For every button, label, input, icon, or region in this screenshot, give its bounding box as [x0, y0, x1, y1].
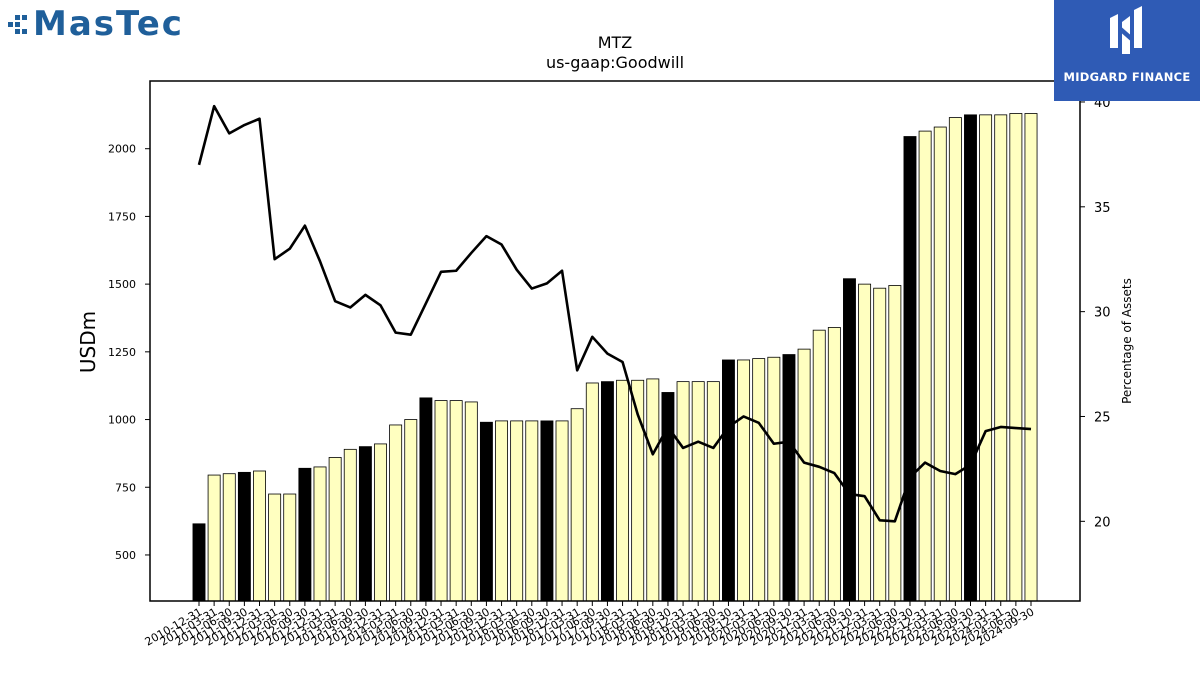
bar-2021-09-30: [843, 278, 856, 602]
percentage-of-assets-line: [197, 104, 1032, 523]
bar-2023-06-30: [948, 117, 962, 602]
bar-2010-12-31: [192, 523, 206, 602]
bar-2013-03-31: [328, 457, 342, 602]
bar-2020-12-31: [797, 348, 811, 602]
bar-2013-12-31: [374, 443, 387, 602]
mastec-logo: MasTec: [8, 4, 184, 44]
bar-2022-06-30: [888, 285, 902, 602]
y-tick-label-1750: 1750: [108, 210, 136, 223]
y2-tick-label-25: 25: [1094, 410, 1111, 425]
bar-2024-09-30: [1024, 113, 1038, 602]
midgard-emblem-icon: [1110, 6, 1142, 54]
bar-2020-06-30: [767, 356, 781, 602]
y-axis-label: USDm: [76, 311, 100, 373]
bar-2014-06-30: [404, 419, 418, 602]
y2-tick-label-20: 20: [1094, 515, 1111, 530]
bar-2020-03-31: [752, 358, 766, 602]
chart-title: MTZ: [598, 33, 633, 52]
bar-2015-09-30: [479, 421, 493, 602]
bar-2011-03-31: [207, 474, 221, 602]
bar-2023-03-31: [933, 126, 947, 602]
bar-2014-12-31: [434, 400, 448, 602]
bar-2015-06-30: [464, 401, 478, 602]
bar-2021-06-30: [827, 327, 841, 602]
y2-axis-label: Percentage of Assets: [1120, 278, 1134, 404]
bar-2019-12-31: [737, 359, 751, 602]
midgard-finance-logo: MIDGARD FINANCE: [1054, 0, 1200, 101]
bar-2014-03-31: [389, 424, 403, 602]
bar-2013-06-30: [343, 448, 357, 602]
bar-2011-09-30: [237, 471, 251, 602]
bar-2011-12-31: [253, 470, 266, 602]
bar-2023-12-31: [979, 114, 993, 602]
bar-2024-06-30: [1009, 113, 1023, 602]
bar-2012-12-31: [313, 466, 327, 602]
bar-2023-09-30: [964, 114, 977, 602]
plot-frame: [149, 80, 1081, 602]
bar-2014-09-30: [419, 397, 433, 602]
y-tick-label-2000: 2000: [108, 143, 136, 156]
bar-2016-09-30: [540, 420, 554, 602]
bar-2012-03-31: [268, 493, 282, 602]
bar-2019-03-31: [691, 381, 705, 602]
bar-2017-06-30: [585, 382, 599, 602]
y-tick-label-1500: 1500: [108, 278, 136, 291]
bar-2018-06-30: [646, 378, 660, 602]
bar-2022-09-30: [903, 136, 917, 602]
bar-2015-03-31: [449, 400, 463, 602]
bar-2018-12-31: [676, 381, 690, 602]
bar-2011-06-30: [222, 473, 236, 602]
bar-2017-12-31: [616, 379, 630, 602]
bar-2020-09-30: [782, 354, 796, 602]
y-tick-label-1250: 1250: [108, 346, 136, 359]
midgard-brand-text: MIDGARD FINANCE: [1063, 70, 1191, 84]
mastec-logo-text: MasTec: [33, 4, 184, 44]
bar-2012-06-30: [283, 493, 297, 602]
bar-2021-12-31: [858, 283, 872, 602]
bar-2024-03-31: [994, 114, 1008, 602]
bar-2017-09-30: [600, 381, 614, 602]
bar-2017-03-31: [570, 408, 584, 602]
y2-tick-label-30: 30: [1094, 306, 1111, 321]
y-tick-label-500: 500: [115, 549, 136, 562]
bar-2016-03-31: [510, 420, 524, 602]
bar-2019-09-30: [722, 359, 735, 602]
mastec-logo-mark: [8, 14, 27, 34]
bar-2016-06-30: [525, 420, 539, 602]
bar-2013-09-30: [358, 446, 372, 602]
bar-2022-03-31: [873, 287, 887, 602]
y2-tick-label-35: 35: [1094, 201, 1111, 216]
y-tick-label-750: 750: [115, 481, 136, 494]
chart-subtitle: us-gaap:Goodwill: [546, 53, 684, 72]
bar-2019-06-30: [706, 381, 720, 602]
bar-2022-12-31: [918, 130, 932, 602]
bar-2016-12-31: [555, 420, 569, 602]
bar-2015-12-31: [495, 420, 508, 602]
bar-2018-09-30: [661, 392, 675, 602]
y-tick-label-1000: 1000: [108, 414, 136, 427]
bar-2012-09-30: [298, 467, 312, 602]
